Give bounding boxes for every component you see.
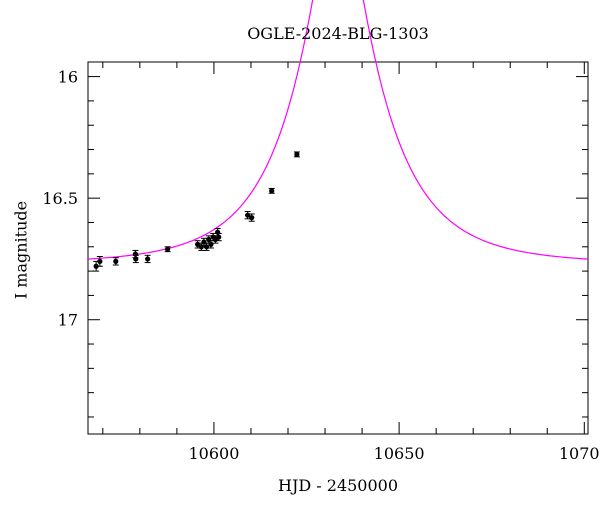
model-curve (87, 0, 589, 260)
tick-labels: 10600 10650 10700 16 16.5 17 (42, 68, 600, 463)
data-point (215, 232, 222, 242)
y-tick-label: 16.5 (42, 189, 78, 208)
data-marker (215, 229, 221, 235)
data-marker (249, 215, 255, 221)
x-tick-label: 10650 (374, 444, 425, 463)
data-marker (165, 246, 171, 252)
data-marker (113, 258, 119, 264)
model-curve-layer (87, 0, 589, 260)
data-marker (93, 263, 99, 269)
axis-ticks (88, 62, 588, 434)
y-tick-label: 17 (58, 311, 78, 330)
data-point (112, 257, 119, 266)
y-tick-label: 16 (58, 68, 78, 87)
data-marker (208, 241, 214, 247)
x-tick-label: 10600 (188, 444, 239, 463)
data-marker (198, 244, 204, 250)
data-point (293, 151, 300, 158)
data-point (164, 246, 171, 253)
data-point (96, 256, 103, 267)
data-point (268, 187, 275, 194)
data-point (248, 213, 255, 222)
data-point (244, 211, 251, 220)
plot-frame (87, 61, 589, 435)
chart-title: OGLE-2024-BLG-1303 (247, 24, 429, 43)
data-marker (133, 256, 139, 262)
y-axis-label: I magnitude (11, 200, 31, 300)
data-point (144, 254, 151, 264)
data-points-layer (93, 151, 300, 272)
data-marker (203, 244, 210, 250)
data-marker (269, 188, 275, 194)
x-tick-label: 10700 (559, 444, 600, 463)
data-marker (97, 258, 103, 264)
data-marker (294, 151, 300, 157)
data-marker (216, 234, 222, 240)
data-point (132, 254, 139, 264)
data-marker (201, 239, 207, 245)
data-marker (145, 256, 151, 262)
x-axis-label: HJD - 2450000 (277, 476, 399, 495)
